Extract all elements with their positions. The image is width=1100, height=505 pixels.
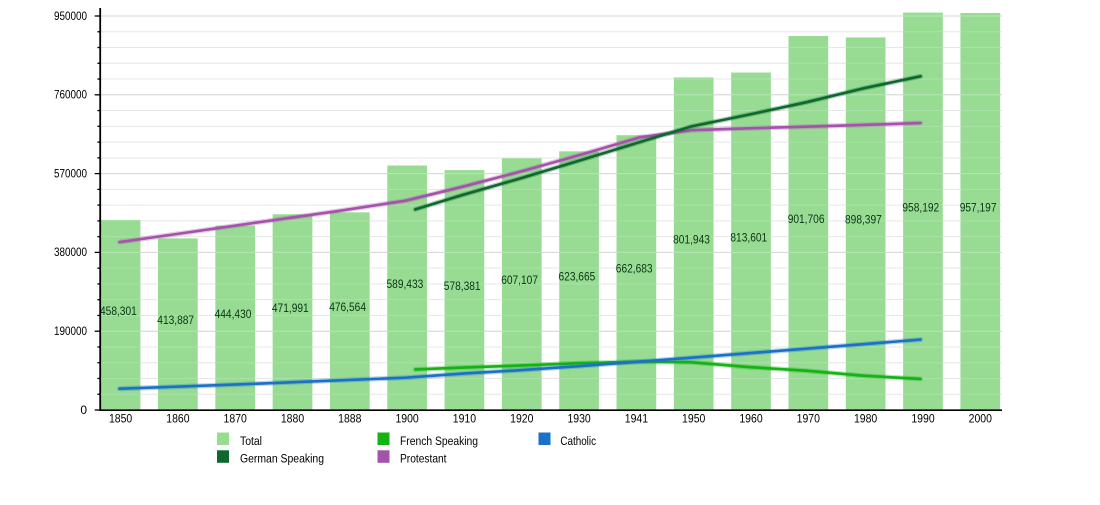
svg-text:1900: 1900 — [395, 411, 419, 425]
svg-text:901,706: 901,706 — [788, 212, 825, 226]
svg-text:898,397: 898,397 — [845, 213, 882, 227]
svg-text:570000: 570000 — [54, 166, 87, 180]
svg-text:1850: 1850 — [109, 411, 133, 425]
svg-text:1970: 1970 — [797, 411, 821, 425]
svg-text:957,197: 957,197 — [960, 201, 997, 215]
svg-text:578,381: 578,381 — [444, 279, 481, 293]
svg-text:1960: 1960 — [739, 411, 763, 425]
svg-text:760000: 760000 — [54, 88, 87, 102]
svg-text:476,564: 476,564 — [329, 300, 366, 314]
svg-text:German Speaking: German Speaking — [240, 451, 324, 465]
svg-text:662,683: 662,683 — [616, 262, 653, 276]
svg-text:1941: 1941 — [625, 411, 649, 425]
svg-text:607,107: 607,107 — [501, 273, 538, 287]
svg-text:413,887: 413,887 — [157, 313, 194, 327]
svg-text:Protestant: Protestant — [400, 451, 447, 465]
svg-text:Catholic: Catholic — [560, 434, 596, 448]
svg-text:French Speaking: French Speaking — [400, 434, 478, 448]
svg-text:1880: 1880 — [281, 411, 305, 425]
svg-text:1860: 1860 — [166, 411, 190, 425]
svg-text:1920: 1920 — [510, 411, 534, 425]
svg-text:444,430: 444,430 — [215, 307, 252, 321]
svg-text:1870: 1870 — [224, 411, 248, 425]
svg-text:623,665: 623,665 — [559, 270, 596, 284]
svg-text:950000: 950000 — [54, 9, 87, 23]
svg-text:1990: 1990 — [911, 411, 935, 425]
svg-text:Total: Total — [240, 434, 262, 448]
svg-text:0: 0 — [80, 403, 87, 417]
svg-text:1950: 1950 — [682, 411, 706, 425]
svg-text:1888: 1888 — [338, 411, 362, 425]
svg-text:589,433: 589,433 — [387, 277, 424, 291]
svg-text:458,301: 458,301 — [100, 304, 137, 318]
svg-text:958,192: 958,192 — [902, 200, 939, 214]
svg-text:1980: 1980 — [854, 411, 878, 425]
svg-text:813,601: 813,601 — [730, 230, 767, 244]
svg-text:2000: 2000 — [969, 411, 993, 425]
svg-text:1910: 1910 — [453, 411, 477, 425]
svg-text:190000: 190000 — [54, 324, 87, 338]
svg-text:380000: 380000 — [54, 245, 87, 259]
svg-text:801,943: 801,943 — [673, 233, 710, 247]
svg-text:471,991: 471,991 — [272, 301, 309, 315]
svg-text:1930: 1930 — [567, 411, 591, 425]
